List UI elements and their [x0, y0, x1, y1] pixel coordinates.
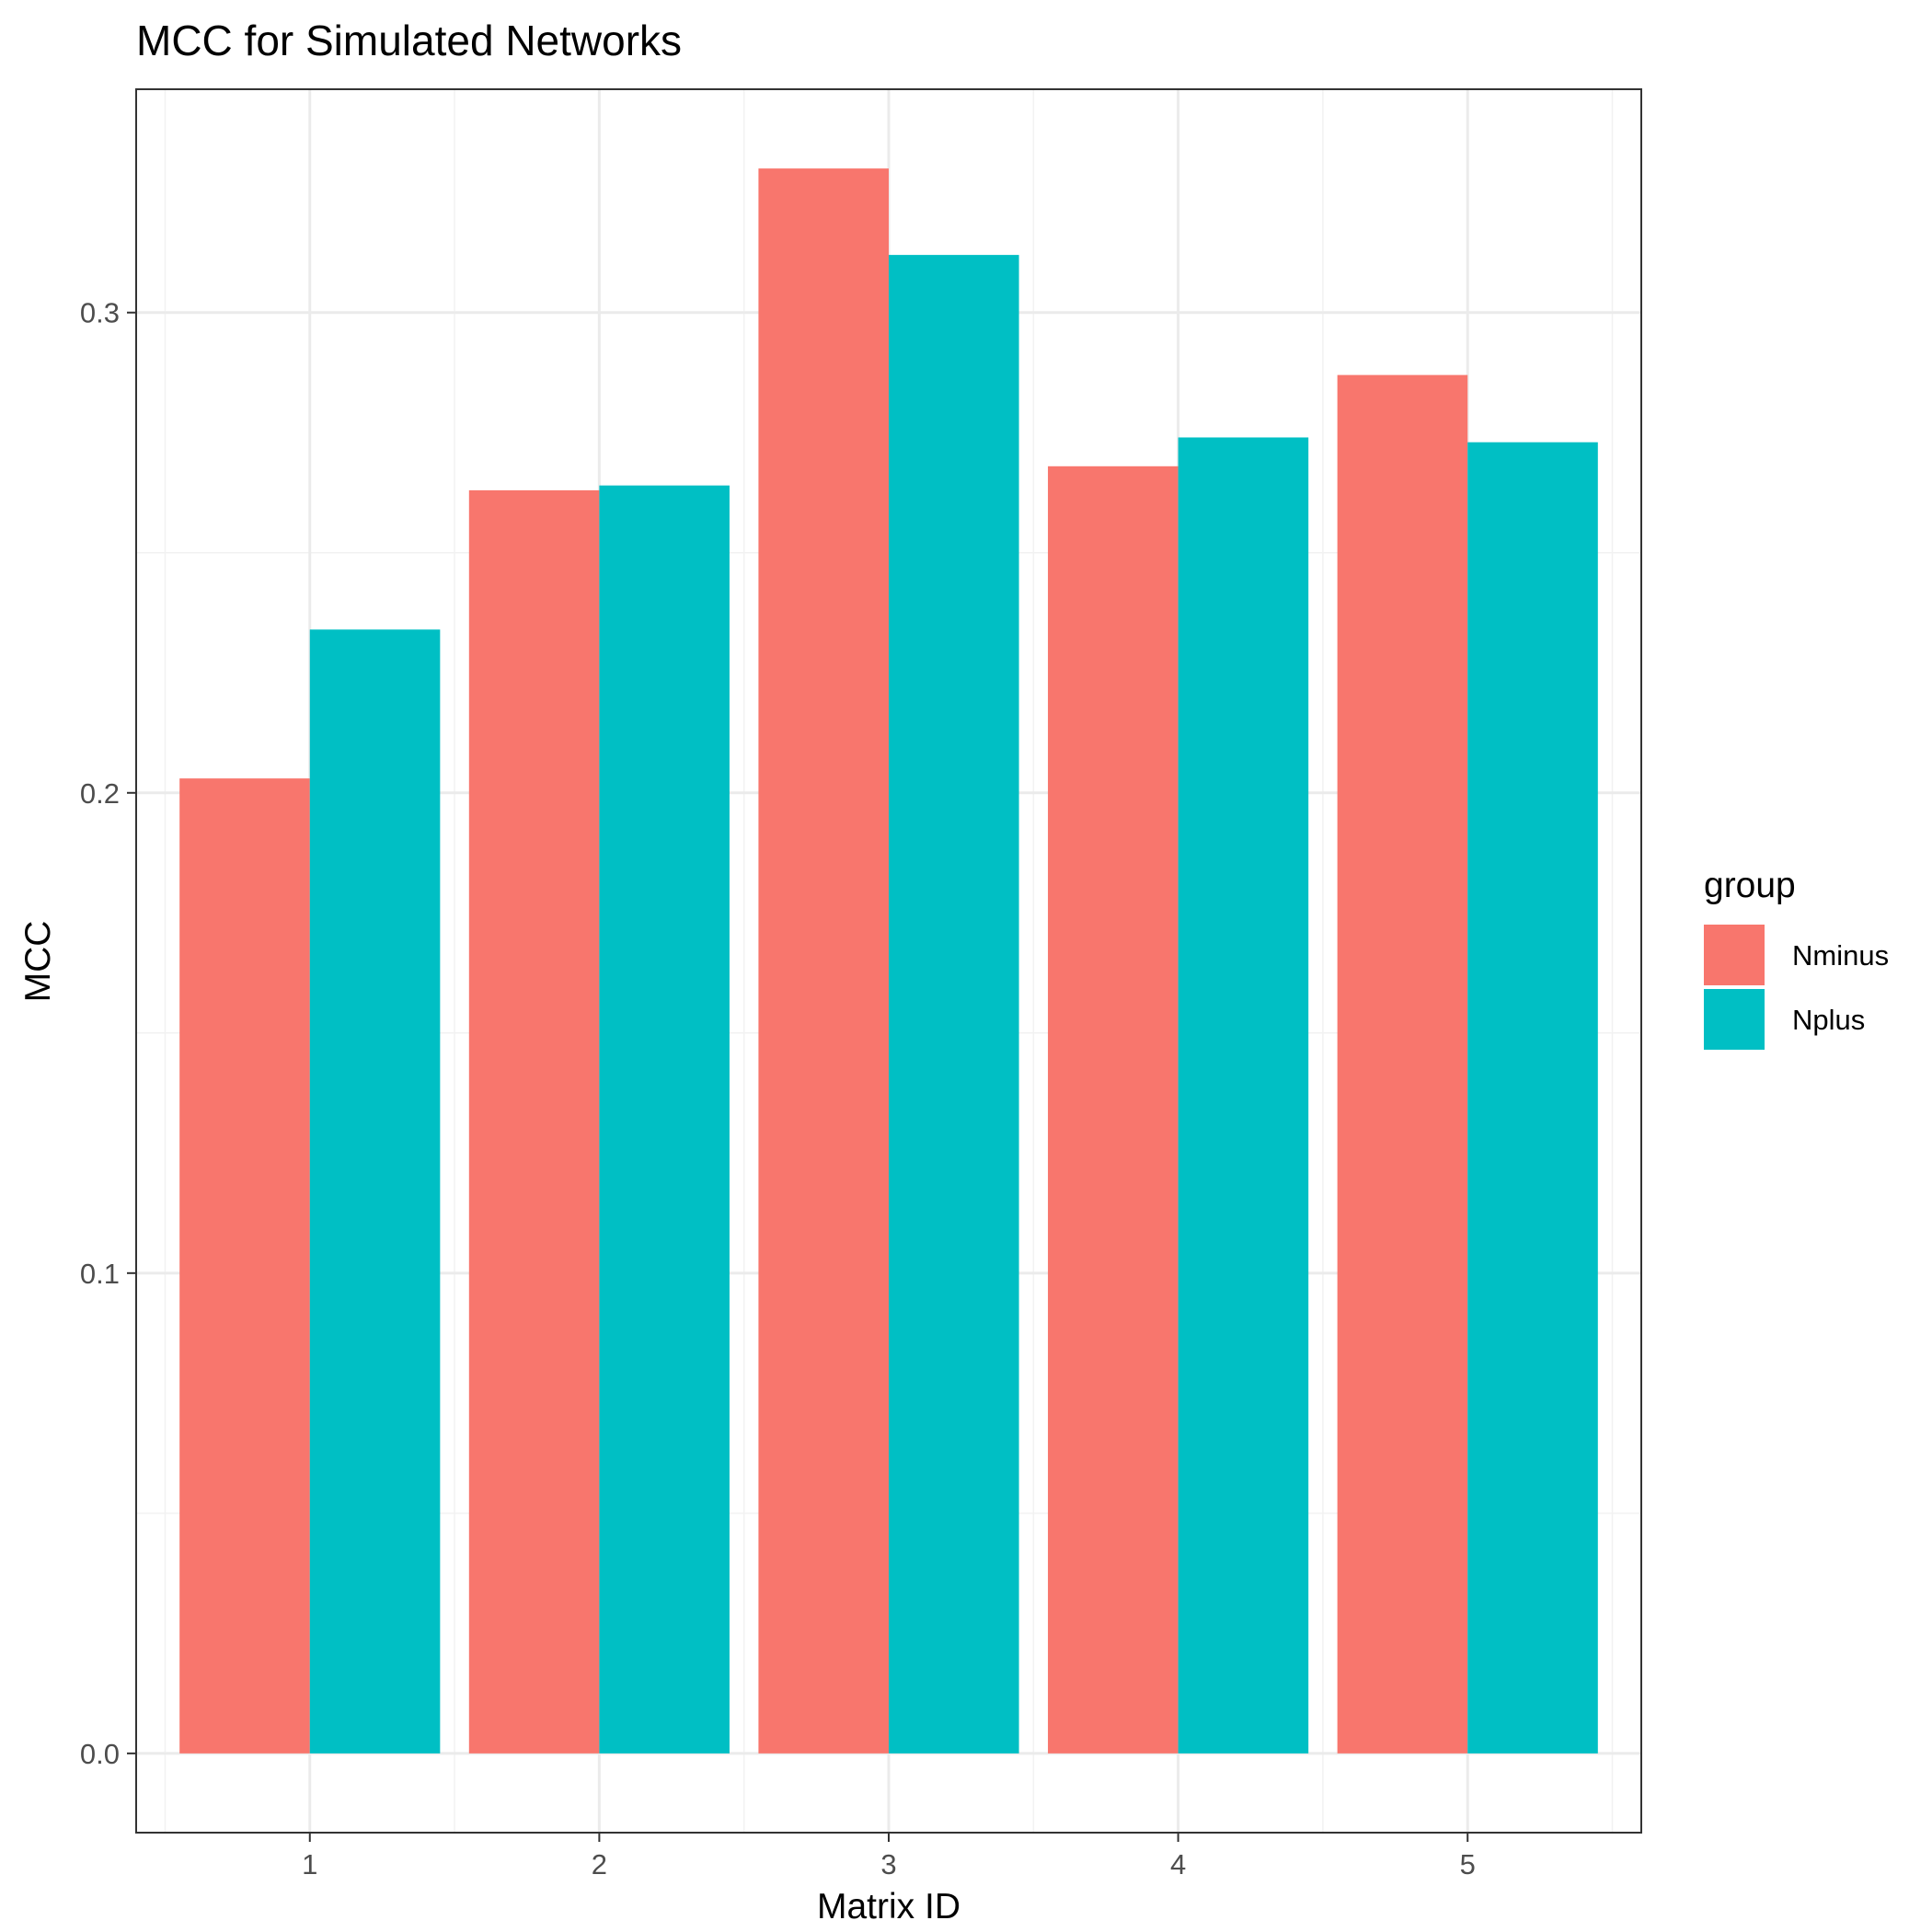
x-tick-label: 1 [302, 1848, 317, 1880]
y-axis-title: MCC [18, 921, 58, 1003]
x-tick-label: 4 [1170, 1848, 1186, 1880]
bar-nplus-2 [599, 485, 730, 1754]
bar-nplus-5 [1467, 442, 1598, 1754]
x-tick-label: 5 [1460, 1848, 1476, 1880]
legend-label-nplus: Nplus [1792, 1004, 1865, 1036]
x-tick-label: 2 [592, 1848, 607, 1880]
bars [179, 168, 1598, 1754]
bar-nminus-5 [1337, 374, 1468, 1754]
bar-nplus-4 [1178, 437, 1309, 1754]
bar-nminus-3 [758, 168, 889, 1754]
x-axis-title: Matrix ID [817, 1887, 960, 1926]
y-tick-label: 0.2 [80, 777, 120, 810]
bar-nminus-2 [468, 489, 600, 1754]
legend-label-nminus: Nminus [1792, 939, 1889, 972]
y-tick-label: 0.1 [80, 1258, 120, 1290]
legend-title: group [1704, 866, 1796, 905]
x-axis: 1 2 3 4 5 [302, 1833, 1476, 1880]
chart-title: MCC for Simulated Networks [136, 17, 682, 64]
bar-nminus-1 [179, 778, 310, 1754]
bar-nplus-1 [309, 629, 441, 1754]
legend-key-nplus [1704, 989, 1765, 1050]
bar-nminus-4 [1048, 466, 1179, 1754]
y-tick-label: 0.0 [80, 1738, 120, 1770]
bar-nplus-3 [889, 255, 1019, 1754]
y-axis: 0.0 0.1 0.2 0.3 [80, 297, 136, 1770]
legend: group Nminus Nplus [1704, 866, 1889, 1050]
y-tick-label: 0.3 [80, 297, 120, 329]
legend-key-nminus [1704, 925, 1765, 985]
x-tick-label: 3 [880, 1848, 896, 1880]
